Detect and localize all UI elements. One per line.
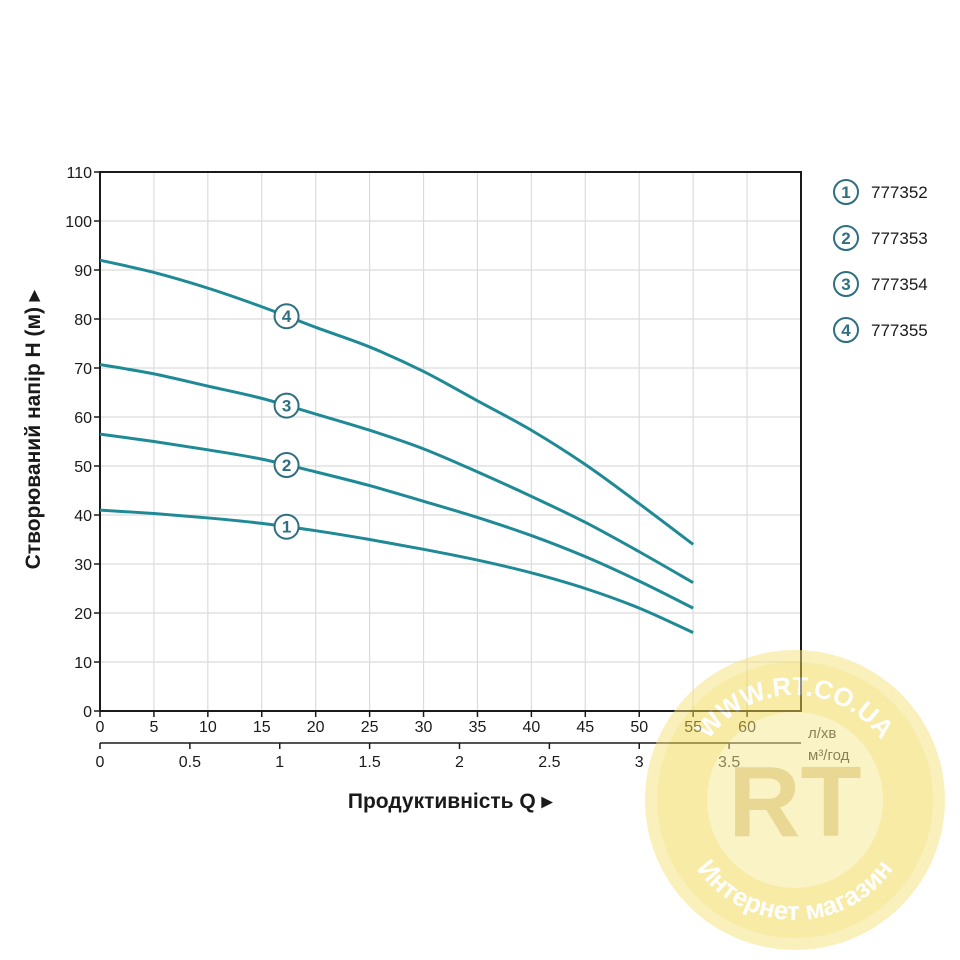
y-tick-label: 0 xyxy=(83,704,92,721)
y-tick-label: 80 xyxy=(74,312,92,329)
y-tick-label: 90 xyxy=(74,263,92,280)
legend-entry-label: 777354 xyxy=(871,275,928,294)
legend-marker-label: 3 xyxy=(841,275,850,294)
x2-tick-label: 1 xyxy=(275,754,284,771)
series-line-777354 xyxy=(99,363,694,584)
y-tick-label: 50 xyxy=(74,459,92,476)
x-tick-label: 45 xyxy=(576,719,594,736)
series-markers: 1 2 3 4 xyxy=(273,303,300,540)
legend-marker-4 xyxy=(833,317,859,343)
legend-entry-label: 777355 xyxy=(871,321,928,340)
y-tick-label: 30 xyxy=(74,557,92,574)
x-tick-label: 30 xyxy=(415,719,433,736)
x-tick-label: 0 xyxy=(96,719,105,736)
series-marker-label: 2 xyxy=(282,456,291,475)
x2-tick-label: 0.5 xyxy=(179,754,201,771)
series-marker-label: 1 xyxy=(282,518,291,537)
series-marker-1 xyxy=(273,513,300,540)
x-tick-label: 50 xyxy=(630,719,648,736)
x-axis-ticks: 051015202530354045505560 xyxy=(96,711,756,736)
x-tick-label: 5 xyxy=(149,719,158,736)
x-tick-label: 40 xyxy=(522,719,540,736)
x-axis-title: Продуктивність Q ▸ xyxy=(348,790,554,813)
y-tick-label: 70 xyxy=(74,361,92,378)
x-tick-label: 20 xyxy=(307,719,325,736)
y-axis-title: Створюваний напір H (м) ▸ xyxy=(22,289,45,569)
y-tick-label: 20 xyxy=(74,606,92,623)
y-tick-label: 40 xyxy=(74,508,92,525)
legend-marker-label: 4 xyxy=(841,321,851,340)
y-axis-ticks: 0 10 20 30 40 50 60 70 80 90 100 110 xyxy=(65,165,100,721)
series-line-777352 xyxy=(99,508,694,634)
legend-marker-label: 2 xyxy=(841,229,850,248)
series-marker-label: 3 xyxy=(282,397,291,416)
y-tick-label: 100 xyxy=(65,214,92,231)
watermark-logo: RT WWW.RT.CO.UA Интернет магазин xyxy=(645,650,945,950)
legend-marker-3 xyxy=(833,271,859,297)
y-tick-label: 60 xyxy=(74,410,92,427)
watermark-logo-text: RT xyxy=(728,746,861,858)
series-marker-2 xyxy=(273,452,300,479)
x2-tick-label: 2.5 xyxy=(538,754,560,771)
x-tick-label: 25 xyxy=(361,719,379,736)
y-tick-label: 10 xyxy=(74,655,92,672)
x2-axis-ticks: 00.511.522.533.5 xyxy=(96,743,740,771)
series-line-777355 xyxy=(99,258,695,546)
plot-frame xyxy=(99,171,802,712)
legend: 1 777352 2 777353 3 777354 4 777355 xyxy=(833,179,928,343)
series-marker-4 xyxy=(273,303,300,330)
series-line-777353 xyxy=(99,432,694,610)
x2-tick-label: 2 xyxy=(455,754,464,771)
legend-entry-label: 777353 xyxy=(871,229,928,248)
x2-tick-label: 1.5 xyxy=(358,754,380,771)
series-marker-label: 4 xyxy=(282,307,292,326)
x2-tick-label: 0 xyxy=(96,754,105,771)
x2-tick-label: 3 xyxy=(635,754,644,771)
series-marker-3 xyxy=(273,392,300,419)
series-lines xyxy=(99,258,695,634)
legend-marker-label: 1 xyxy=(841,183,850,202)
x-tick-label: 35 xyxy=(469,719,487,736)
legend-marker-2 xyxy=(833,225,859,251)
legend-entry-label: 777352 xyxy=(871,183,928,202)
legend-marker-1 xyxy=(833,179,859,205)
x-tick-label: 15 xyxy=(253,719,271,736)
y-tick-label: 110 xyxy=(66,165,92,182)
grid xyxy=(99,171,801,712)
x-tick-label: 10 xyxy=(199,719,217,736)
